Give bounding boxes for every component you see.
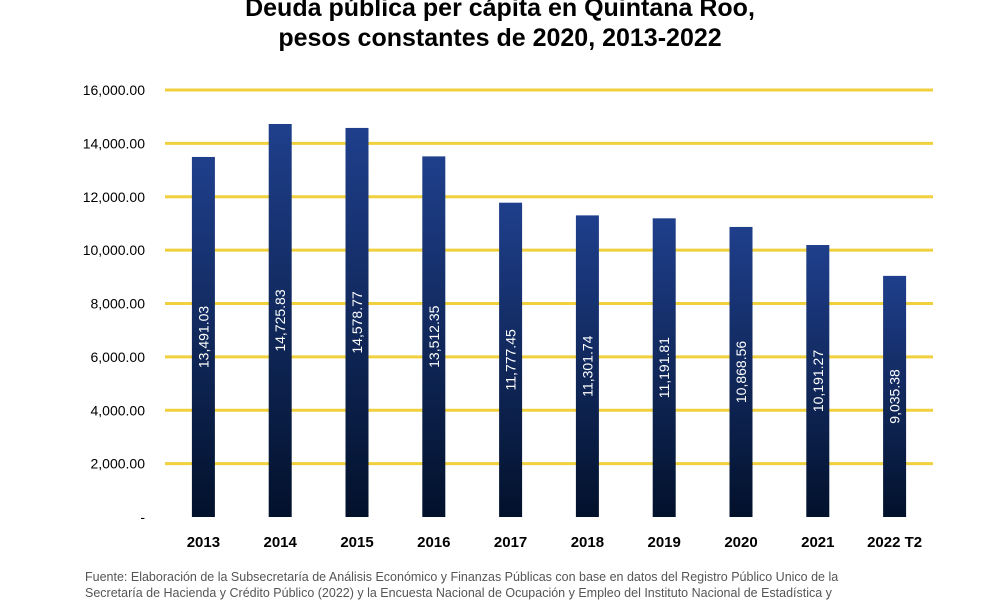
- bar: [806, 245, 830, 517]
- x-tick-label: 2017: [494, 534, 527, 551]
- y-axis-labels: - 2,000.00 4,000.00 6,000.00 8,000.00 10,000.…: [83, 82, 146, 525]
- bar-data-label: 13,491.03: [195, 306, 211, 368]
- y-tick-label: 8,000.00: [91, 296, 146, 312]
- x-tick-label: 2022 T2: [867, 534, 922, 551]
- y-tick-label: -: [140, 509, 145, 525]
- y-tick-label: 10,000.00: [83, 242, 145, 258]
- bar: [499, 202, 523, 517]
- chart-title-line-2: pesos constantes de 2020, 2013-2022: [278, 24, 722, 52]
- y-tick-label: 12,000.00: [83, 189, 145, 205]
- y-tick-label: 2,000.00: [91, 456, 146, 472]
- bar-data-label: 11,301.74: [579, 335, 595, 396]
- x-tick-label: 2020: [724, 534, 757, 551]
- x-tick-label: 2015: [340, 534, 373, 551]
- x-tick-label: 2014: [264, 534, 298, 551]
- bar-data-label: 11,191.81: [656, 337, 672, 398]
- gridlines: [165, 88, 933, 466]
- x-tick-label: 2021: [801, 534, 834, 551]
- y-tick-label: 14,000.00: [83, 135, 145, 151]
- source-line-1: Fuente: Elaboración de la Subsecretaría …: [85, 570, 839, 584]
- x-tick-label: 2016: [417, 534, 450, 551]
- bar: [345, 127, 369, 517]
- bars: [191, 124, 907, 518]
- bar-data-label: 13,512.35: [426, 305, 442, 367]
- bar-data-label: 9,035.38: [887, 369, 903, 424]
- y-tick-label: 16,000.00: [83, 82, 145, 98]
- x-tick-label: 2018: [571, 534, 604, 551]
- bar: [191, 156, 215, 517]
- bar-data-label: 14,725.83: [272, 289, 288, 351]
- source-note: Fuente: Elaboración de la Subsecretaría …: [85, 569, 945, 601]
- bar-data-labels: 13,491.03 14,725.83 14,578.77 13,512.35 11,7…: [195, 289, 902, 424]
- bar: [883, 275, 907, 517]
- y-tick-label: 6,000.00: [91, 349, 146, 365]
- source-line-2: Secretaría de Hacienda y Crédito Público…: [85, 586, 832, 600]
- bar: [729, 226, 753, 517]
- bar: [652, 218, 676, 517]
- bar: [268, 124, 292, 518]
- chart-title-line-1: Deuda pública per cápita en Quintana Roo…: [245, 0, 755, 22]
- bar-data-label: 14,578.77: [349, 291, 365, 353]
- y-tick-label: 4,000.00: [91, 402, 146, 418]
- bar: [575, 215, 599, 517]
- x-tick-label: 2013: [187, 534, 220, 551]
- bar: [422, 156, 446, 517]
- x-axis-labels: 2013 2014 2015 2016 2017 2018 2019 2020 2021 2022…: [187, 534, 922, 551]
- x-tick-label: 2019: [648, 534, 681, 551]
- chart-title: Deuda pública per cápita en Quintana Roo…: [0, 0, 1000, 53]
- bar-data-label: 10,868.56: [733, 341, 749, 403]
- bar-data-label: 11,777.45: [503, 329, 519, 390]
- bar-data-label: 10,191.27: [810, 350, 826, 412]
